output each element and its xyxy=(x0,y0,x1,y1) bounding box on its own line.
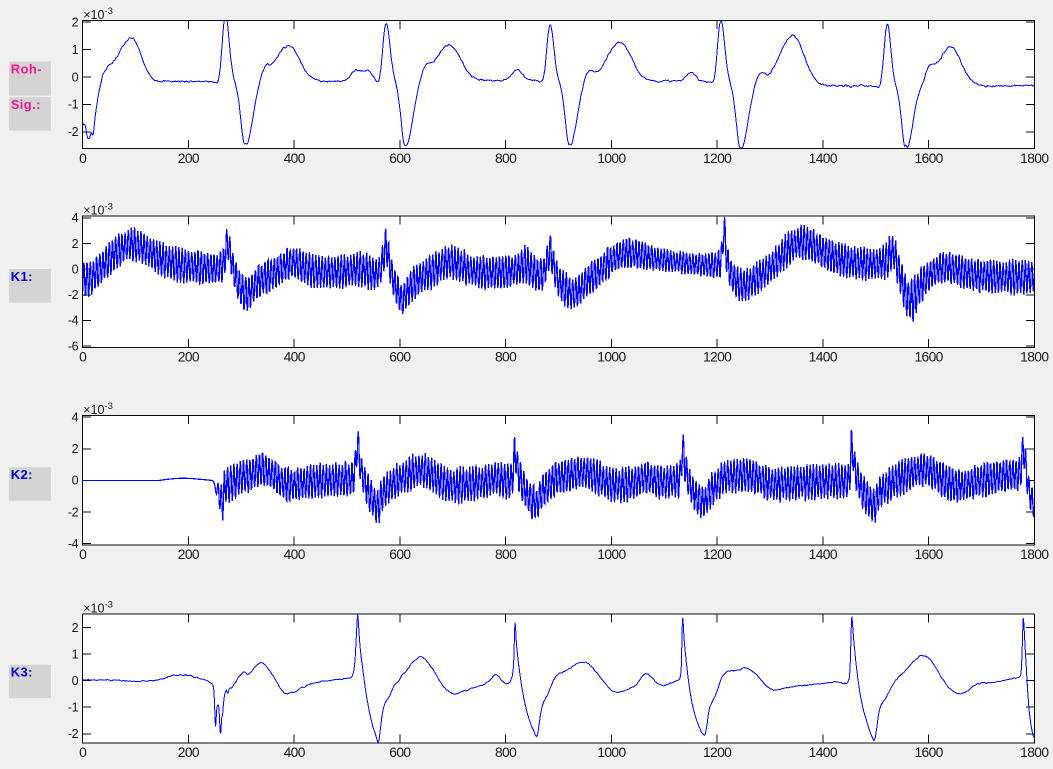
svg-text:-2: -2 xyxy=(68,288,79,302)
svg-text:200: 200 xyxy=(178,350,200,365)
svg-text:0: 0 xyxy=(79,547,87,562)
svg-text:-4: -4 xyxy=(68,314,79,328)
svg-text:1000: 1000 xyxy=(597,350,626,365)
svg-text:1200: 1200 xyxy=(703,547,732,562)
svg-text:1: 1 xyxy=(72,43,79,57)
svg-text:600: 600 xyxy=(389,151,411,166)
svg-text:1800: 1800 xyxy=(1020,151,1049,166)
svg-text:-2: -2 xyxy=(68,505,79,519)
svg-text:800: 800 xyxy=(495,547,517,562)
svg-text:0: 0 xyxy=(72,262,79,276)
svg-text:-2: -2 xyxy=(68,727,79,741)
svg-text:0: 0 xyxy=(79,745,87,760)
svg-text:400: 400 xyxy=(284,745,306,760)
svg-text:K3:: K3: xyxy=(11,665,33,680)
svg-text:1400: 1400 xyxy=(809,745,838,760)
svg-text:1200: 1200 xyxy=(703,745,732,760)
svg-text:4: 4 xyxy=(72,211,79,225)
svg-text:600: 600 xyxy=(389,350,411,365)
svg-text:4: 4 xyxy=(72,410,79,424)
svg-text:1000: 1000 xyxy=(597,745,626,760)
svg-text:-1: -1 xyxy=(68,701,79,715)
svg-text:200: 200 xyxy=(178,547,200,562)
svg-text:200: 200 xyxy=(178,151,200,166)
svg-text:1200: 1200 xyxy=(703,151,732,166)
svg-text:1000: 1000 xyxy=(597,547,626,562)
svg-text:200: 200 xyxy=(178,745,200,760)
svg-text:1800: 1800 xyxy=(1020,350,1049,365)
svg-text:1800: 1800 xyxy=(1020,547,1049,562)
svg-text:2: 2 xyxy=(72,237,79,251)
svg-text:1800: 1800 xyxy=(1020,745,1049,760)
svg-text:800: 800 xyxy=(495,350,517,365)
svg-text:2: 2 xyxy=(72,442,79,456)
svg-text:1600: 1600 xyxy=(914,151,943,166)
svg-text:800: 800 xyxy=(495,745,517,760)
svg-text:-2: -2 xyxy=(68,125,79,139)
svg-text:600: 600 xyxy=(389,745,411,760)
svg-text:2: 2 xyxy=(72,16,79,30)
svg-text:0: 0 xyxy=(79,350,87,365)
svg-text:1400: 1400 xyxy=(809,350,838,365)
svg-text:1600: 1600 xyxy=(914,350,943,365)
svg-text:1600: 1600 xyxy=(914,547,943,562)
svg-text:1200: 1200 xyxy=(703,350,732,365)
svg-text:1000: 1000 xyxy=(597,151,626,166)
svg-text:0: 0 xyxy=(72,674,79,688)
svg-text:0: 0 xyxy=(72,70,79,84)
svg-text:2: 2 xyxy=(72,621,79,635)
svg-text:400: 400 xyxy=(284,547,306,562)
svg-text:Roh-: Roh- xyxy=(11,61,42,76)
svg-text:K1:: K1: xyxy=(11,269,33,284)
svg-text:1400: 1400 xyxy=(809,151,838,166)
svg-text:-1: -1 xyxy=(68,98,79,112)
svg-text:1: 1 xyxy=(72,648,79,662)
svg-text:600: 600 xyxy=(389,547,411,562)
svg-text:-4: -4 xyxy=(68,537,79,551)
svg-text:400: 400 xyxy=(284,350,306,365)
svg-text:400: 400 xyxy=(284,151,306,166)
svg-text:-6: -6 xyxy=(68,339,79,353)
svg-text:Sig.:: Sig.: xyxy=(11,97,41,112)
svg-text:1400: 1400 xyxy=(809,547,838,562)
svg-text:0: 0 xyxy=(79,151,87,166)
svg-text:K2:: K2: xyxy=(11,467,33,482)
svg-text:1600: 1600 xyxy=(914,745,943,760)
svg-text:0: 0 xyxy=(72,474,79,488)
svg-text:800: 800 xyxy=(495,151,517,166)
